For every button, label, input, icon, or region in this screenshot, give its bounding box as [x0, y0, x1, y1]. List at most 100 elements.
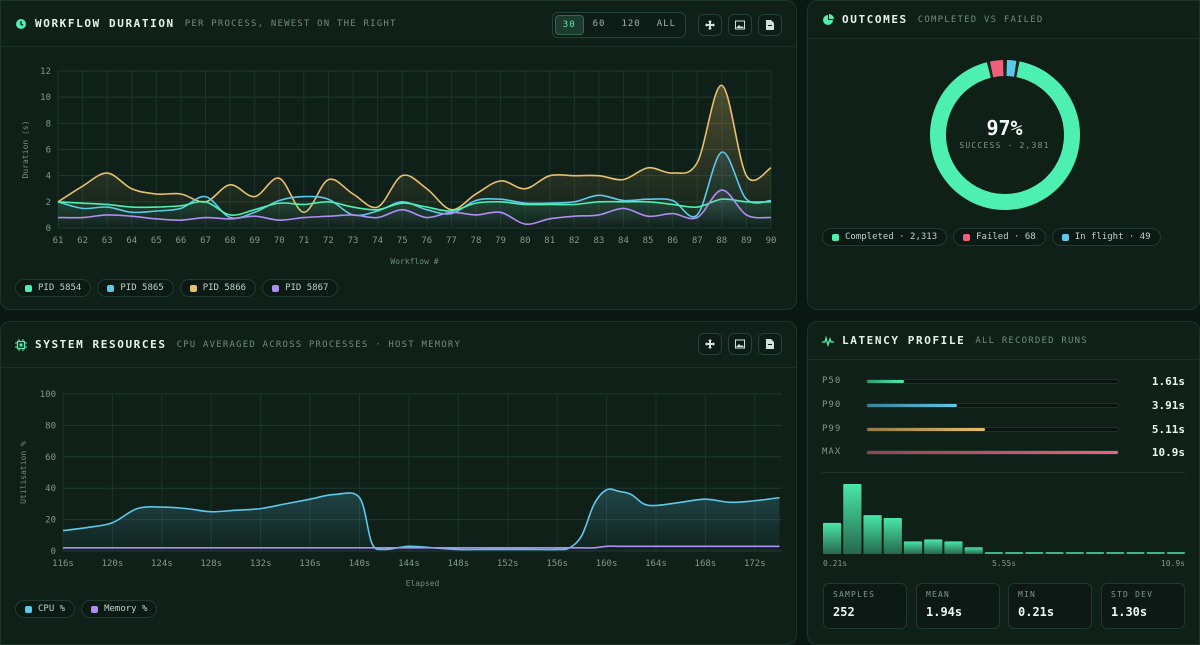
legend-pid-5854[interactable]: PID 5854: [15, 279, 92, 297]
range-option-all[interactable]: ALL: [656, 19, 676, 29]
stat-value: 0.21s: [1018, 605, 1055, 619]
image-icon: [735, 20, 745, 30]
latency-row-p50: P50 1.61s: [822, 374, 1185, 388]
legend-failed[interactable]: Failed · 68: [953, 228, 1046, 246]
x-tick-label: 64: [126, 236, 137, 246]
y-tick-label: 12: [40, 67, 51, 77]
y-tick-label: 20: [45, 516, 56, 526]
x-tick-label: 75: [397, 236, 408, 246]
histogram-axis-min: 0.21s: [823, 559, 848, 568]
workflow-toolbar: 30 60 120 ALL: [551, 12, 782, 38]
x-tick-label: 172s: [744, 559, 766, 569]
range-option-30[interactable]: 30: [554, 15, 584, 35]
range-option-60[interactable]: 60: [592, 19, 606, 29]
stat-mean: MEAN 1.94s: [916, 583, 1000, 629]
workflow-panel-header: WORKFLOW DURATION PER PROCESS, NEWEST ON…: [1, 1, 796, 47]
legend-swatch: [272, 284, 280, 292]
x-tick-label: 136s: [299, 559, 321, 569]
legend-memory[interactable]: Memory %: [81, 600, 158, 618]
series-line-pid-5866: [57, 84, 772, 214]
x-tick-label: 156s: [546, 559, 568, 569]
export-data-button[interactable]: [758, 14, 782, 36]
export-data-button[interactable]: [758, 333, 782, 355]
histogram-bar: [823, 522, 842, 554]
legend-pid-5867[interactable]: PID 5867: [262, 279, 339, 297]
donut-center-label: SUCCESS · 2,381: [959, 141, 1050, 150]
x-tick-label: 76: [421, 236, 432, 246]
legend-label: Failed · 68: [976, 232, 1036, 242]
donut-center-value: 97%: [986, 116, 1023, 140]
y-tick-label: 60: [45, 453, 56, 463]
latency-value: 1.61s: [1151, 374, 1185, 388]
y-tick-label: 10: [40, 93, 51, 103]
range-option-120[interactable]: 120: [621, 19, 641, 29]
x-tick-label: 80: [520, 236, 531, 246]
histogram-bar: [1126, 552, 1145, 554]
legend-completed[interactable]: Completed · 2,313: [822, 228, 948, 246]
legend-cpu[interactable]: CPU %: [15, 600, 76, 618]
stat-value: 252: [833, 605, 855, 619]
pan-button[interactable]: [698, 333, 722, 355]
legend-label: PID 5854: [38, 283, 82, 293]
histogram-axis-mid: 5.55s: [992, 559, 1017, 568]
x-tick-label: 77: [446, 236, 457, 246]
pan-button[interactable]: [698, 14, 722, 36]
x-tick-label: 82: [569, 236, 580, 246]
x-tick-label: 74: [372, 236, 383, 246]
export-image-button[interactable]: [728, 333, 752, 355]
donut-slice-failed: [989, 60, 1004, 78]
histogram-bar: [924, 539, 943, 554]
histogram-bar: [863, 515, 882, 554]
legend-label: In flight · 49: [1074, 232, 1151, 242]
series-line-pid-5854: [57, 198, 772, 216]
x-tick-label: 124s: [151, 559, 173, 569]
latency-title: LATENCY PROFILE: [842, 334, 966, 347]
cpu-icon: [15, 338, 27, 351]
y-tick-label: 0: [51, 547, 56, 557]
latency-label: P50: [822, 376, 842, 386]
series-line-cpu: [62, 488, 780, 551]
series-area-pid-5866: [58, 85, 771, 228]
donut-slice-completed: [930, 61, 1080, 210]
move-icon: [705, 339, 715, 349]
histogram-bar: [1005, 552, 1024, 554]
outcomes-title: OUTCOMES: [842, 13, 908, 26]
legend-in-flight[interactable]: In flight · 49: [1051, 228, 1161, 246]
x-tick-label: 71: [298, 236, 309, 246]
latency-value: 5.11s: [1151, 422, 1185, 436]
legend-swatch: [107, 284, 115, 292]
latency-bar-track: [866, 378, 1119, 384]
image-icon: [735, 339, 745, 349]
x-tick-label: 63: [102, 236, 113, 246]
system-panel-header: SYSTEM RESOURCES CPU AVERAGED ACROSS PRO…: [1, 322, 796, 368]
workflow-subtitle: PER PROCESS, NEWEST ON THE RIGHT: [184, 18, 397, 29]
latency-bar-fill: [867, 379, 905, 383]
histogram-bar: [944, 541, 963, 554]
x-tick-label: 86: [667, 236, 678, 246]
donut-slice-in-flight: [1006, 60, 1017, 77]
latency-histogram: [823, 484, 1185, 554]
y-tick-label: 4: [46, 172, 51, 182]
y-tick-label: 0: [46, 224, 51, 234]
stat-key: MIN: [1018, 590, 1037, 599]
latency-row-max: MAX 10.9s: [822, 445, 1185, 459]
latency-label: P99: [822, 424, 842, 434]
histogram-bar: [883, 518, 902, 554]
histogram-bar: [1085, 552, 1105, 554]
document-icon: [766, 20, 774, 30]
x-tick-label: 148s: [447, 559, 469, 569]
histogram-bar: [1045, 552, 1064, 554]
legend-swatch: [1061, 233, 1069, 241]
legend-pid-5865[interactable]: PID 5865: [97, 279, 174, 297]
outcomes-subtitle: COMPLETED VS FAILED: [917, 14, 1044, 25]
legend-pid-5866[interactable]: PID 5866: [179, 279, 257, 297]
stat-key: STD DEV: [1111, 590, 1154, 599]
x-tick-label: 78: [471, 236, 482, 246]
document-icon: [766, 339, 774, 349]
x-tick-label: 83: [593, 236, 604, 246]
y-axis-label: Utilisation %: [19, 441, 28, 504]
clock-icon: [16, 18, 26, 29]
x-tick-label: 84: [618, 236, 629, 246]
export-image-button[interactable]: [728, 14, 752, 36]
